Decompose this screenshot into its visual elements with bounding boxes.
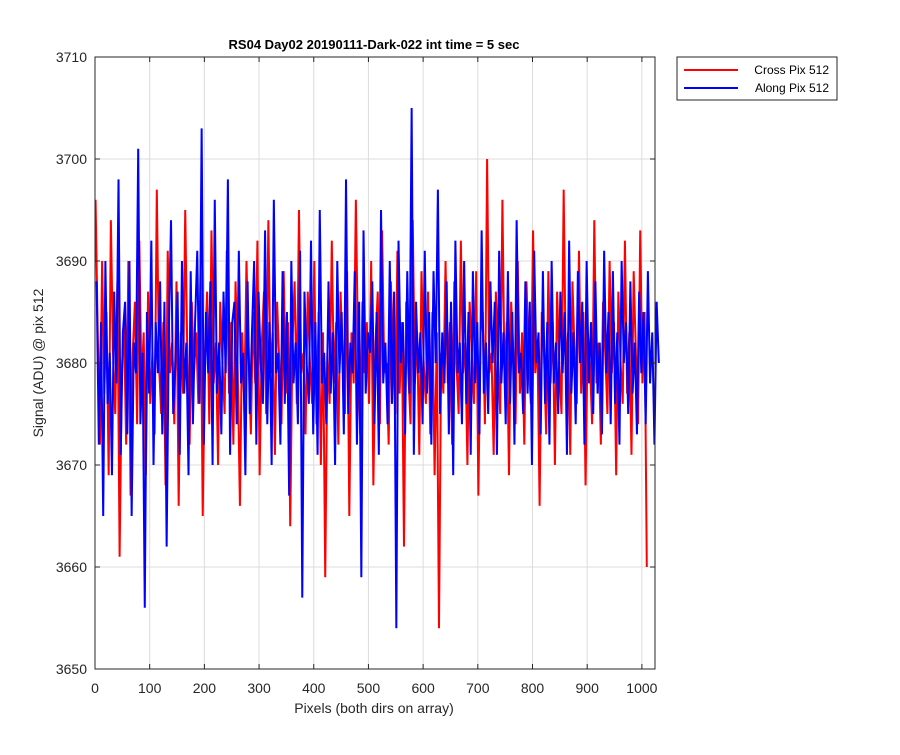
series-layer (94, 107, 660, 629)
y-axis-label: Signal (ADU) @ pix 512 (30, 288, 46, 437)
x-tick-label: 100 (138, 680, 162, 696)
legend: Cross Pix 512 Along Pix 512 (676, 56, 838, 101)
x-tick-label: 0 (91, 680, 99, 696)
y-tick-label: 3660 (56, 559, 87, 575)
legend-label-cross: Cross Pix 512 (754, 63, 829, 77)
x-tick-label: 500 (357, 680, 381, 696)
x-tick-label: 800 (521, 680, 545, 696)
legend-box (676, 56, 838, 101)
legend-label-along: Along Pix 512 (755, 81, 829, 95)
x-tick-label: 1000 (626, 680, 657, 696)
y-tick-label: 3690 (56, 253, 87, 269)
y-tick-label: 3680 (56, 355, 87, 371)
y-tick-label: 3670 (56, 457, 87, 473)
x-axis-label: Pixels (both dirs on array) (294, 700, 454, 716)
axis-ticks (94, 56, 655, 670)
x-tick-label: 400 (302, 680, 326, 696)
y-tick-label: 3710 (56, 49, 87, 65)
x-tick-label: 600 (411, 680, 435, 696)
series-line-along-pix-512 (95, 107, 660, 629)
tick-labels: 0 100 200 300 400 500 600 700 800 900 1000 3650 3660… (56, 49, 658, 696)
x-tick-label: 200 (193, 680, 217, 696)
x-tick-label: 300 (247, 680, 271, 696)
y-tick-label: 3650 (56, 661, 87, 677)
x-tick-label: 700 (466, 680, 490, 696)
y-tick-label: 3700 (56, 151, 87, 167)
x-tick-label: 900 (576, 680, 600, 696)
chart-title: RS04 Day02 20190111-Dark-022 int time = … (229, 37, 520, 52)
